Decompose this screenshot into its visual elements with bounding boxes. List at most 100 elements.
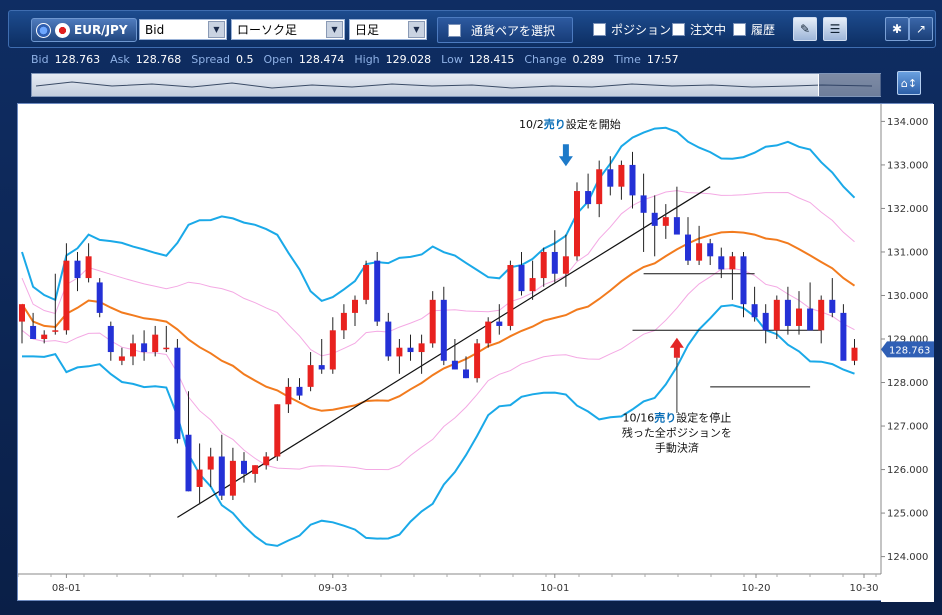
settings-button[interactable]: ✱	[885, 17, 909, 41]
candle-body[interactable]	[496, 321, 503, 326]
candle-body[interactable]	[85, 256, 92, 279]
candle-body[interactable]	[718, 256, 725, 270]
candle-body[interactable]	[751, 304, 758, 318]
candle-body[interactable]	[407, 347, 414, 353]
candle-body[interactable]	[840, 312, 847, 361]
candle-body[interactable]	[152, 334, 159, 353]
select-pair-button[interactable]: 通貨ペアを選択	[437, 17, 573, 43]
candle-body[interactable]	[540, 251, 547, 279]
candle-body[interactable]	[318, 365, 325, 370]
candle-body[interactable]	[63, 260, 70, 331]
time-label: Time	[613, 53, 641, 66]
candle-body[interactable]	[463, 369, 469, 379]
chart-type-select[interactable]: ローソク足 ▼	[231, 19, 345, 40]
candle-body[interactable]	[529, 278, 536, 292]
candle-body[interactable]	[574, 191, 580, 257]
candle-body[interactable]	[451, 360, 458, 370]
candle-body[interactable]	[329, 330, 336, 370]
candle-body[interactable]	[307, 365, 314, 387]
candle-body[interactable]	[196, 469, 203, 487]
candle-body[interactable]	[352, 299, 358, 313]
candlestick-chart[interactable]: 134.000 133.000 132.000 131.000 130.000 129.0…	[18, 104, 934, 602]
candle-body[interactable]	[263, 456, 270, 466]
history-toggle[interactable]: 履歴	[733, 21, 775, 38]
candle-body[interactable]	[30, 325, 37, 339]
chart-panel[interactable]: 134.000 133.000 132.000 131.000 130.000 129.0…	[17, 103, 934, 602]
candle-body[interactable]	[818, 299, 825, 331]
candle-body[interactable]	[52, 330, 59, 332]
candle-body[interactable]	[185, 434, 192, 492]
candle-body[interactable]	[107, 325, 114, 353]
candle-body[interactable]	[363, 265, 370, 300]
candle-body[interactable]	[385, 321, 392, 357]
candle-body[interactable]	[562, 256, 569, 274]
overview-selection-handle[interactable]	[818, 74, 881, 96]
candle-body[interactable]	[285, 386, 292, 405]
spread-value: 0.5	[235, 53, 254, 66]
candle-body[interactable]	[662, 217, 669, 226]
candle-body[interactable]	[851, 347, 858, 361]
candle-body[interactable]	[685, 234, 691, 261]
candle-body[interactable]	[141, 343, 148, 353]
candle-body[interactable]	[296, 386, 303, 396]
candle-body[interactable]	[773, 299, 780, 331]
candle-body[interactable]	[585, 191, 592, 205]
candle-body[interactable]	[174, 347, 181, 440]
candle-body[interactable]	[596, 169, 603, 205]
candle-body[interactable]	[784, 299, 791, 326]
candle-body[interactable]	[429, 299, 436, 344]
candle-body[interactable]	[796, 308, 802, 326]
overview-toggle-button[interactable]: ⌂↕	[897, 71, 921, 95]
candle-body[interactable]	[629, 164, 636, 196]
candle-body[interactable]	[396, 347, 403, 357]
candle-body[interactable]	[740, 256, 747, 305]
candle-body[interactable]	[229, 460, 236, 496]
orders-checkbox[interactable]	[672, 23, 685, 36]
candle-body[interactable]	[130, 343, 136, 357]
candle-body[interactable]	[485, 321, 492, 344]
candle-body[interactable]	[618, 164, 625, 187]
candle-body[interactable]	[218, 456, 225, 496]
candle-body[interactable]	[19, 304, 25, 322]
candle-body[interactable]	[118, 356, 125, 361]
positions-checkbox[interactable]	[593, 23, 606, 36]
positions-toggle[interactable]: ポジション	[593, 21, 671, 38]
candle-body[interactable]	[551, 251, 558, 274]
candle-body[interactable]	[241, 460, 247, 474]
candle-body[interactable]	[340, 312, 347, 331]
price-type-select[interactable]: Bid ▼	[139, 19, 227, 40]
candle-body[interactable]	[729, 256, 736, 270]
candle-body[interactable]	[707, 243, 714, 257]
candle-body[interactable]	[829, 299, 836, 313]
candle-body[interactable]	[696, 243, 703, 261]
candle-body[interactable]	[374, 260, 381, 322]
candle-body[interactable]	[274, 404, 281, 457]
candle-body[interactable]	[163, 347, 170, 350]
popout-button[interactable]: ↗	[909, 17, 933, 41]
candle-body[interactable]	[518, 265, 525, 292]
candle-body[interactable]	[607, 169, 614, 187]
candle-body[interactable]	[474, 343, 481, 379]
overview-navigator[interactable]	[31, 73, 881, 97]
candle-body[interactable]	[651, 212, 658, 226]
candle-body[interactable]	[207, 456, 214, 470]
history-checkbox[interactable]	[733, 23, 746, 36]
chevron-down-icon: ▼	[326, 21, 343, 38]
candle-body[interactable]	[440, 299, 447, 361]
currency-pair-button[interactable]: EUR/JPY	[31, 18, 137, 42]
candle-body[interactable]	[252, 465, 259, 474]
candle-body[interactable]	[507, 265, 514, 326]
orders-toggle[interactable]: 注文中	[672, 21, 726, 38]
candle-body[interactable]	[762, 312, 769, 331]
candle-body[interactable]	[807, 308, 814, 331]
candle-body[interactable]	[418, 343, 425, 353]
candle-body[interactable]	[74, 260, 81, 279]
candle-body[interactable]	[640, 195, 647, 213]
candle-body[interactable]	[96, 282, 103, 313]
chart-edit-button[interactable]: ✎	[793, 17, 817, 41]
period-select[interactable]: 日足 ▼	[349, 19, 427, 40]
chart-layout-button[interactable]: ☰	[823, 17, 847, 41]
candle-body[interactable]	[41, 334, 48, 339]
candle-body[interactable]	[673, 217, 680, 235]
select-pair-checkbox[interactable]	[448, 23, 461, 37]
